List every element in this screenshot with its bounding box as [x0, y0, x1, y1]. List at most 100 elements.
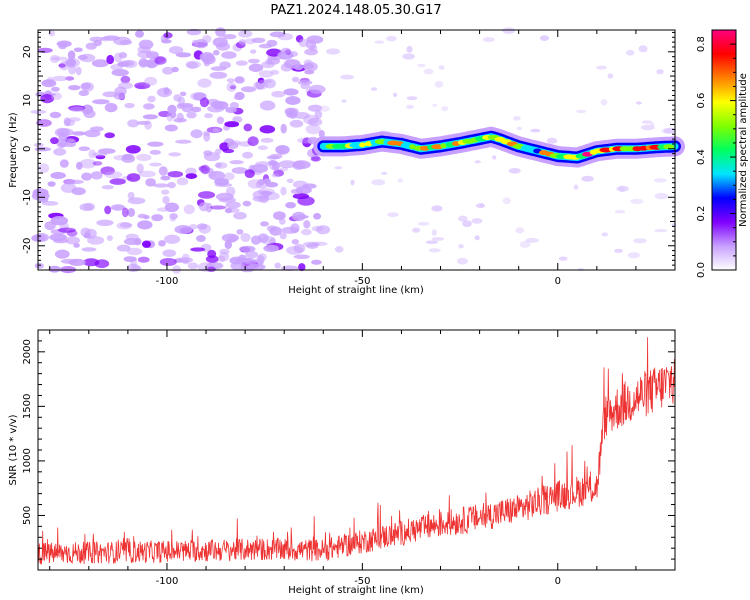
spectrogram-noise-cell — [219, 61, 231, 69]
spectrogram-noise-cell — [144, 120, 152, 130]
spectrogram-noise-cell — [227, 141, 239, 149]
spectrogram-noise-cell — [176, 257, 193, 263]
spectrogram-noise-cell — [226, 78, 235, 83]
spectrogram-noise-cell — [78, 90, 90, 97]
spectrogram-noise-cell — [191, 39, 199, 47]
spectrogram-faint-cell — [406, 96, 418, 101]
snr-y-axis: 500 1000 1500 2000 — [22, 329, 675, 560]
spectrogram-noise-cell — [153, 183, 170, 188]
spectrogram-noise-cell — [168, 46, 184, 55]
spectrogram-noise-cell — [285, 202, 296, 209]
spectrogram-noise-cell — [52, 75, 68, 82]
spectrogram-faint-cell — [475, 203, 486, 208]
spectrogram-noise-cell — [104, 102, 118, 113]
spectrogram-noise-cell — [176, 177, 189, 186]
spectrogram-noise-cell — [280, 47, 292, 55]
spectrogram-noise-cell — [186, 61, 198, 69]
spectrogram-noise-cell — [203, 132, 211, 142]
spectrogram-noise-cell — [305, 124, 321, 135]
spectrogram-noise-cell — [117, 61, 130, 67]
spectrogram-noise-cell — [181, 253, 190, 262]
spectrogram-noise-cell — [137, 220, 153, 230]
spectrogram-noise-cell — [67, 50, 76, 61]
spectrogram-noise-cell — [36, 119, 52, 127]
spectrogram-noise-cell — [137, 213, 147, 219]
spectrogram-faint-cell — [370, 87, 378, 91]
spectrogram-noise-cell — [226, 186, 236, 197]
spectrogram-noise-cell — [204, 113, 213, 119]
spectrogram-noise-cell — [106, 235, 113, 242]
spectrogram-noise-cell — [48, 265, 61, 273]
spectrogram-noise-cell — [118, 82, 133, 90]
spectrogram-faint-cell — [627, 252, 640, 259]
spectrogram-noise-cell — [257, 188, 275, 196]
spectrogram-noise-cell — [168, 152, 182, 157]
spectrogram-noise-cell — [167, 171, 184, 178]
snr-ylabel: SNR (10 * v/v) — [8, 414, 19, 485]
spectrogram-noise-cell — [100, 166, 115, 175]
spectrogram-faint-cell — [350, 179, 355, 186]
spectrogram-noise-cell — [238, 254, 247, 261]
spectrogram-noise-cell — [54, 249, 70, 259]
spectrogram-faint-cell — [573, 184, 579, 190]
y-tick-label: 500 — [22, 506, 33, 525]
spectrogram-noise-cell — [163, 32, 173, 39]
spectrogram-noise-cell — [149, 149, 161, 155]
spectrogram-noise-cell — [96, 219, 114, 226]
spectrogram-x-axis: -100 -50 0 — [49, 30, 676, 287]
colorbar-tick-label: 0.2 — [696, 206, 707, 222]
spectrogram-noise-cell — [260, 137, 274, 143]
spectrogram-noise-cell — [198, 223, 211, 234]
spectrogram-noise-cell — [263, 178, 271, 185]
spectrogram-noise-cell — [239, 245, 256, 253]
spectrogram-noise-cell — [261, 61, 275, 69]
spectrogram-noise-cell — [290, 223, 300, 234]
spectrogram-noise-cell — [234, 76, 245, 84]
spectrogram-y-axis: -20 -10 0 10 20 — [22, 31, 675, 271]
spectrogram-noise-cell — [65, 179, 84, 185]
spectrogram-noise-cell — [292, 180, 308, 189]
colorbar-tick-label: 0.8 — [696, 36, 707, 52]
spectrogram-noise-cell — [224, 121, 240, 128]
signal-track-peak — [364, 141, 373, 147]
colorbar: 0.0 0.2 0.4 0.6 0.8 Normalized spectral ampl… — [696, 29, 749, 278]
spectrogram-faint-cell — [635, 101, 642, 105]
spectrogram-faint-cell — [432, 103, 438, 107]
spectrogram-noise-cell — [116, 221, 132, 230]
spectrogram-noise-cell — [302, 63, 315, 70]
spectrogram-noise-cell — [137, 256, 150, 263]
signal-track-peak — [440, 143, 447, 149]
spectrogram-noise-cell — [221, 51, 237, 59]
spectrogram-faint-cell — [397, 178, 404, 183]
spectrogram-noise-cell — [197, 191, 216, 199]
spectrogram-noise-cell — [130, 258, 137, 268]
spectrogram-noise-cell — [279, 232, 287, 240]
spectrogram-noise-cell — [50, 137, 59, 145]
spectrogram-noise-cell — [138, 58, 149, 68]
spectrogram-faint-cell — [406, 45, 413, 53]
spectrogram-faint-cell — [482, 37, 495, 43]
spectrogram-noise-cell — [116, 244, 131, 252]
snr-series — [37, 337, 676, 565]
spectrogram-noise-cell — [285, 96, 301, 105]
spectrogram-faint-cell — [576, 109, 587, 114]
spectrogram-noise-cell — [161, 39, 172, 44]
spectrogram-faint-cell — [614, 209, 626, 214]
spectrogram-faint-cell — [417, 221, 430, 226]
spectrogram-noise-cell — [198, 202, 210, 212]
spectrogram-noise-cell — [80, 82, 91, 90]
spectrogram-noise-cell — [203, 152, 221, 162]
spectrogram-noise-cell — [156, 87, 173, 98]
y-tick-label: 2000 — [22, 339, 33, 364]
spectrogram-noise-cell — [301, 228, 312, 236]
spectrogram-faint-cell — [334, 166, 343, 170]
spectrogram-noise-cell — [311, 225, 324, 232]
spectrogram-faint-cell — [431, 205, 443, 212]
spectrogram-noise-cell — [186, 111, 197, 119]
snr-x-axis: -100 -50 0 — [49, 330, 676, 587]
spectrogram-faint-cell — [474, 160, 482, 164]
spectrogram-noise-cell — [109, 178, 126, 185]
spectrogram-faint-cell — [601, 232, 609, 237]
spectrogram-noise-cell — [90, 126, 104, 132]
spectrogram-noise-cell — [34, 262, 44, 269]
